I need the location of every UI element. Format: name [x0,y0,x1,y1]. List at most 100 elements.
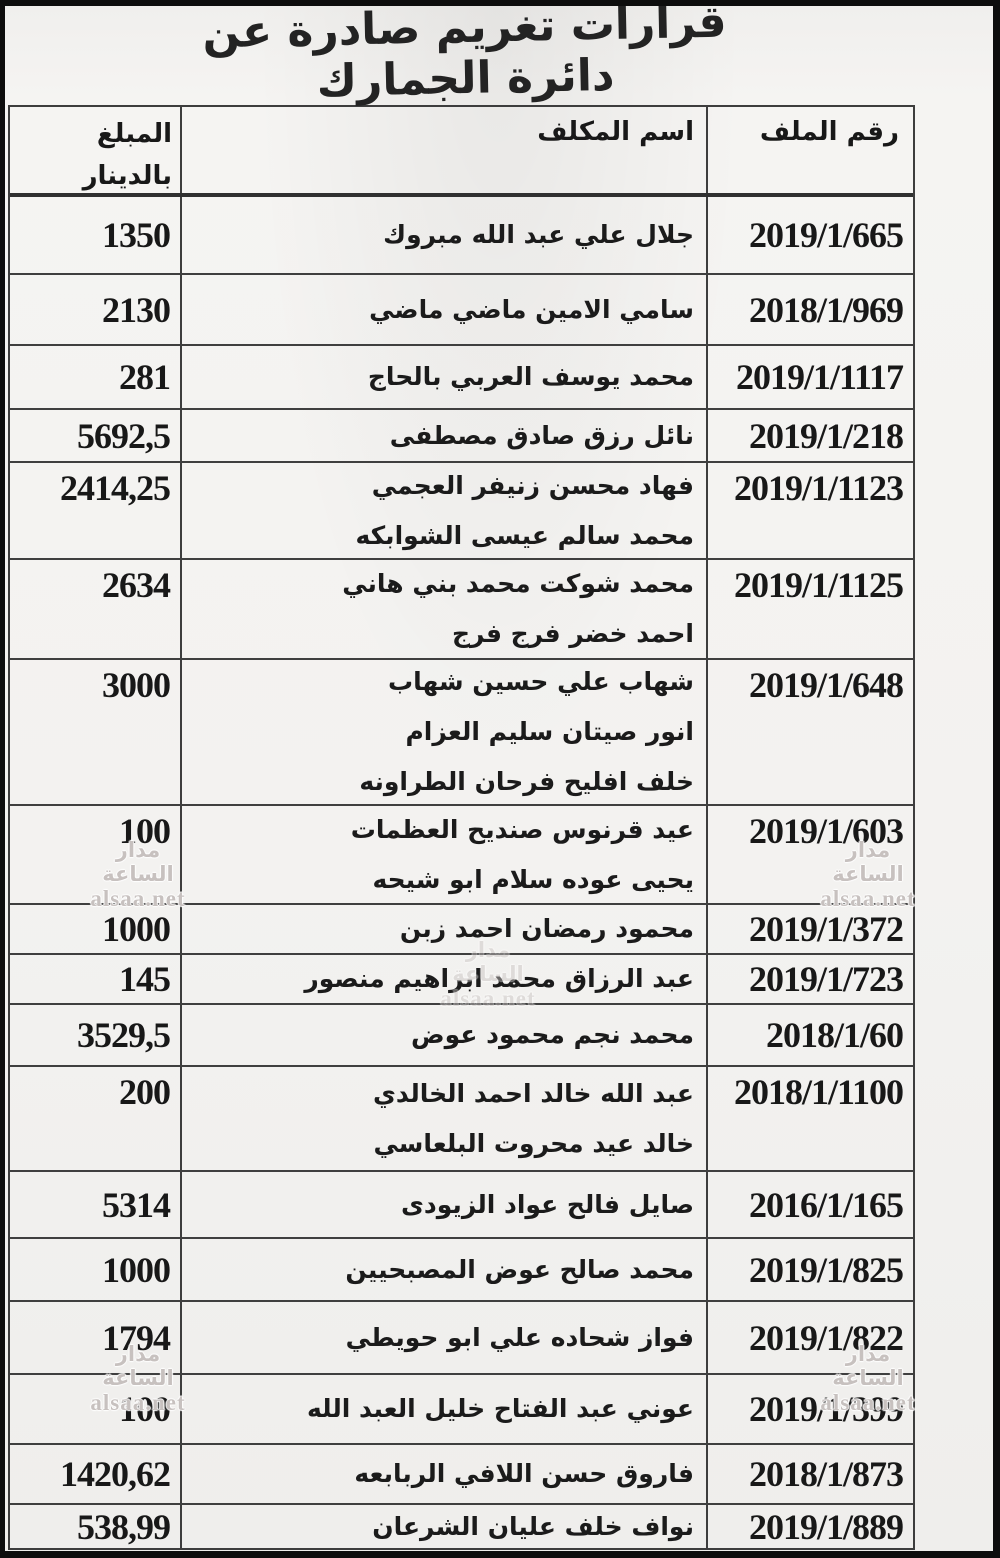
amount-cell: 1420,62 [10,1445,180,1503]
taxpayer-name: يحيى عوده سلام ابو شيحه [372,864,694,894]
file-number-value: 2019/1/723 [748,959,904,999]
taxpayer-name-cell: نواف خلف عليان الشرعان [180,1505,706,1548]
taxpayer-name: احمد خضر فرج فرج [452,619,694,648]
taxpayer-name: عيد قرنوس صنديح العظمات [350,814,694,844]
taxpayer-name: خالد عيد محروت البلعاسي [373,1128,694,1158]
photo-border-left [0,0,5,1558]
taxpayer-name: محمد شوكت محمد بني هاني [342,569,694,598]
file-number-value: 2019/1/372 [748,909,904,949]
taxpayer-name-cell: صايل فالح عواد الزيودى [180,1172,706,1237]
table-row: 2019/1/399 عوني عبد الفتاح خليل العبد ال… [10,1375,913,1445]
taxpayer-name-cell: شهاب علي حسين شهاب انور صيتان سليم العزام… [180,660,706,804]
amount-value: 5314 [102,1184,171,1225]
header-cell-taxpayer-name: اسم المكلف [180,107,706,193]
taxpayer-name: خلف افليح فرحان الطراونه [359,767,694,796]
taxpayer-name-cell: فهاد محسن زنيفر العجمي محمد سالم عيسى الش… [180,463,706,558]
amount-cell: 200 [10,1067,180,1170]
file-number-cell: 2016/1/165 [706,1172,913,1237]
taxpayer-name: صايل فالح عواد الزيودى [401,1189,694,1219]
photo-border-right [993,0,1000,1558]
amount-value: 1000 [102,1249,171,1290]
file-number-value: 2019/1/399 [748,1389,904,1429]
taxpayer-name: محمد يوسف العربي بالحاج [367,362,694,391]
table-row: 2019/1/372 محمود رمضان احمد زبن 1000 [10,905,913,955]
amount-cell: 2634 [10,560,180,658]
file-number-value: 2018/1/1100 [733,1072,904,1112]
file-number-cell: 2019/1/889 [706,1505,913,1548]
taxpayer-name-cell: محمد نجم محمود عوض [180,1005,706,1065]
file-number-value: 2016/1/165 [748,1184,904,1225]
amount-value: 3529,5 [77,1015,171,1055]
file-number-value: 2018/1/969 [748,289,904,330]
taxpayer-name-cell: نائل رزق صادق مصطفى [180,410,706,461]
customs-fines-table: رقم الملف اسم المكلف المبلغ بالدينار 201… [8,105,915,1550]
taxpayer-name-cell: عوني عبد الفتاح خليل العبد الله [180,1375,706,1443]
table-row: 2018/1/873 فاروق حسن اللافي الربابعه 142… [10,1445,913,1505]
table-row: 2019/1/1125 محمد شوكت محمد بني هاني احمد … [10,560,913,660]
taxpayer-name-cell: عبد الله خالد احمد الخالدي خالد عيد محروت… [180,1067,706,1170]
taxpayer-name-header-label: اسم المكلف [537,117,694,147]
amount-value: 1794 [102,1317,171,1358]
file-number-value: 2019/1/1125 [733,565,904,605]
photo-border-bottom [0,1551,1000,1558]
taxpayer-name: فواز شحاده علي ابو حويطي [345,1322,694,1352]
file-number-cell: 2019/1/603 [706,806,913,903]
table-row: 2019/1/603 عيد قرنوس صنديح العظمات يحيى ع… [10,806,913,905]
table-row: 2019/1/723 عبد الرزاق محمد ابراهيم منصور… [10,955,913,1005]
taxpayer-name-cell: عبد الرزاق محمد ابراهيم منصور [180,955,706,1003]
table-row: 2019/1/665 جلال علي عبد الله مبروك 1350 [10,197,913,275]
amount-cell: 1000 [10,1239,180,1300]
amount-cell: 2130 [10,275,180,344]
file-number-value: 2019/1/665 [748,215,904,255]
taxpayer-name: نائل رزق صادق مصطفى [389,420,694,450]
amount-cell: 2414,25 [10,463,180,558]
table-row: 2019/1/822 فواز شحاده علي ابو حويطي 1794 [10,1302,913,1375]
amount-value: 2634 [102,565,171,605]
table-header: رقم الملف اسم المكلف المبلغ بالدينار [10,107,913,197]
taxpayer-name: جلال علي عبد الله مبروك [383,220,694,249]
amount-cell: 1794 [10,1302,180,1373]
table-row: 2019/1/825 محمد صالح عوض المصبحيين 1000 [10,1239,913,1302]
amount-value: 100 [119,1389,171,1429]
file-number-cell: 2019/1/1117 [706,346,913,408]
file-number-cell: 2018/1/1100 [706,1067,913,1170]
amount-value: 1000 [102,909,171,949]
file-number-value: 2019/1/825 [748,1249,904,1290]
file-number-value: 2019/1/218 [748,415,904,456]
amount-value: 2414,25 [60,468,171,508]
header-cell-amount: المبلغ بالدينار [10,107,180,193]
table-row: 2019/1/1123 فهاد محسن زنيفر العجمي محمد س… [10,463,913,560]
amount-value: 3000 [102,665,171,705]
taxpayer-name-cell: محمد شوكت محمد بني هاني احمد خضر فرج فرج [180,560,706,658]
table-row: 2018/1/1100 عبد الله خالد احمد الخالدي خا… [10,1067,913,1172]
taxpayer-name: عبد الله خالد احمد الخالدي [373,1078,694,1108]
table-row: 2018/1/60 محمد نجم محمود عوض 3529,5 [10,1005,913,1067]
file-number-value: 2018/1/60 [765,1015,904,1055]
taxpayer-name: نواف خلف عليان الشرعان [372,1511,694,1541]
taxpayer-name-cell: عيد قرنوس صنديح العظمات يحيى عوده سلام اب… [180,806,706,903]
amount-header-label-line2: بالدينار [82,161,172,191]
amount-cell: 145 [10,955,180,1003]
taxpayer-name: محمد نجم محمود عوض [411,1020,694,1049]
amount-value: 5692,5 [77,415,171,456]
file-number-cell: 2019/1/648 [706,660,913,804]
amount-cell: 100 [10,806,180,903]
amount-cell: 1000 [10,905,180,953]
amount-cell: 538,99 [10,1505,180,1548]
table-row: 2016/1/165 صايل فالح عواد الزيودى 5314 [10,1172,913,1239]
taxpayer-name: فهاد محسن زنيفر العجمي [371,470,694,500]
file-number-cell: 2019/1/1123 [706,463,913,558]
amount-cell: 281 [10,346,180,408]
taxpayer-name-cell: فواز شحاده علي ابو حويطي [180,1302,706,1373]
file-number-header-label: رقم الملف [759,117,899,147]
taxpayer-name-cell: محمد صالح عوض المصبحيين [180,1239,706,1300]
amount-value: 538,99 [77,1506,171,1547]
taxpayer-name-cell: محمد يوسف العربي بالحاج [180,346,706,408]
file-number-cell: 2018/1/60 [706,1005,913,1065]
amount-value: 145 [119,959,171,999]
file-number-cell: 2019/1/665 [706,197,913,273]
amount-value: 1350 [102,215,171,255]
amount-cell: 3529,5 [10,1005,180,1065]
file-number-cell: 2019/1/723 [706,955,913,1003]
file-number-cell: 2019/1/372 [706,905,913,953]
